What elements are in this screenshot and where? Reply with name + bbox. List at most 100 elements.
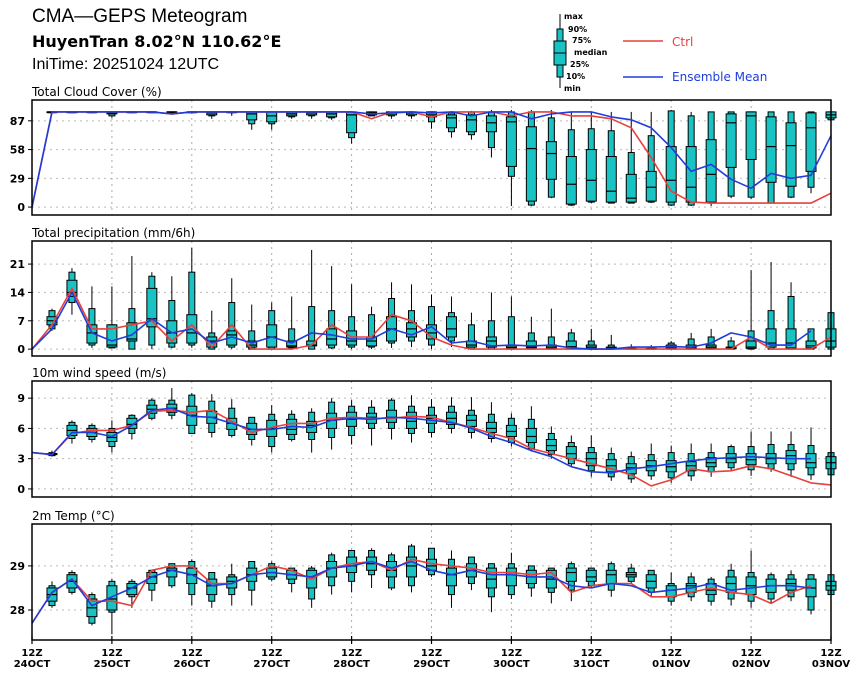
- x-tick-time: 12Z: [501, 648, 522, 659]
- box-plot: [346, 549, 358, 593]
- panel-1: Total Cloud Cover (%) 0 29 58 87: [10, 85, 837, 216]
- box-p25-p75: [485, 336, 497, 348]
- ensemble-mean-line: [31, 560, 812, 624]
- box-plot: [266, 561, 278, 582]
- x-tick-date: 31OCT: [573, 659, 610, 670]
- box-plot: [745, 270, 757, 350]
- panel-title: Total Cloud Cover (%): [31, 85, 162, 99]
- box-plot: [785, 111, 797, 199]
- y-tick-label: 29: [10, 172, 25, 185]
- box-p25-p75: [226, 576, 238, 589]
- x-tick-date: 29OCT: [413, 659, 450, 670]
- legend-mean-label: Ensemble Mean: [672, 70, 767, 84]
- box-plot: [146, 272, 158, 350]
- box-plot: [126, 255, 138, 350]
- box-plot: [246, 560, 258, 606]
- box-plot: [745, 550, 757, 608]
- box-plot: [266, 111, 278, 130]
- box-p25-p75: [525, 340, 537, 349]
- box-plot: [765, 111, 777, 204]
- box-p10-p90: [308, 306, 316, 350]
- x-tick-date: 25OCT: [94, 659, 131, 670]
- box-plot: [106, 286, 118, 349]
- box-p10-p90: [647, 135, 655, 203]
- box-plot: [565, 561, 577, 602]
- box-p25-p75: [785, 578, 797, 591]
- box-plot: [346, 111, 358, 144]
- box-plot: [406, 284, 418, 348]
- box-plot: [465, 397, 477, 439]
- x-tick-time: 12Z: [261, 648, 282, 659]
- box-plot: [306, 565, 318, 608]
- box-plot: [126, 414, 138, 440]
- box-p25-p75: [805, 453, 817, 469]
- box-plot: [565, 435, 577, 467]
- x-tick-date: 02NOV: [732, 659, 771, 670]
- panel-title: 2m Temp (°C): [32, 509, 115, 523]
- y-tick-label: 28: [10, 604, 25, 617]
- panel-title: Total precipitation (mm/6h): [31, 226, 195, 240]
- box-plot: [625, 563, 637, 584]
- x-tick-time: 12Z: [181, 648, 202, 659]
- box-p25-p75: [386, 560, 398, 578]
- x-tick-time: 12Z: [661, 648, 682, 659]
- box-p25-p75: [445, 567, 457, 587]
- legend-median: median: [574, 48, 608, 57]
- box-plot: [505, 552, 517, 599]
- box-plot: [66, 268, 78, 315]
- chart-title: CMA—GEPS Meteogram: [32, 6, 248, 27]
- box-plot: [286, 296, 298, 350]
- y-tick-label: 58: [10, 144, 25, 157]
- box-plot: [745, 111, 757, 200]
- panel-frame: [31, 380, 832, 498]
- box-p25-p75: [266, 324, 278, 348]
- box-plot: [326, 111, 338, 120]
- box-plot: [605, 561, 617, 597]
- box-plot: [106, 111, 118, 118]
- box-p25-p75: [545, 141, 557, 180]
- box-plot: [366, 548, 378, 588]
- box-p25-p75: [605, 569, 617, 585]
- box-p25-p75: [585, 569, 597, 582]
- box-p25-p75: [785, 122, 797, 187]
- y-tick-label: 7: [17, 315, 25, 328]
- box-plot: [525, 109, 537, 207]
- box-p25-p75: [186, 567, 198, 585]
- box-p25-p75: [785, 328, 797, 349]
- legend-min: min: [564, 84, 581, 93]
- box-plot: [206, 111, 218, 119]
- y-tick-label: 9: [17, 392, 25, 405]
- box-plot: [645, 569, 657, 597]
- box-p25-p75: [725, 113, 737, 168]
- station-location: HuyenTran 8.02°N 110.62°E: [32, 32, 282, 51]
- init-time: IniTime: 20251024 12UTC: [32, 56, 220, 73]
- x-tick-time: 12Z: [421, 648, 442, 659]
- box-plot: [426, 294, 437, 350]
- box-plot: [126, 579, 138, 608]
- box-p25-p75: [805, 340, 817, 349]
- box-plot: [505, 296, 517, 350]
- box-p10-p90: [507, 316, 515, 350]
- box-p25-p75: [785, 450, 797, 465]
- box-plot: [86, 592, 98, 626]
- box-p25-p75: [525, 126, 537, 202]
- box-p25-p75: [286, 340, 298, 348]
- box-plot: [605, 111, 617, 204]
- box-plot: [46, 581, 58, 608]
- box-plot: [665, 445, 677, 483]
- box-plot: [465, 556, 477, 591]
- box-plot: [805, 574, 817, 615]
- box-p25-p75: [805, 112, 817, 172]
- box-plot: [306, 111, 318, 119]
- box-p25-p75: [765, 328, 777, 348]
- x-tick-time: 12Z: [741, 648, 762, 659]
- box-plot: [545, 109, 557, 199]
- legend-max: max: [564, 12, 584, 21]
- box-plot: [585, 435, 597, 477]
- box-plot: [186, 559, 198, 606]
- ensemble-mean-line: [31, 407, 811, 474]
- box-p25-p75: [485, 421, 497, 433]
- box-plot: [625, 451, 637, 483]
- box-plot: [525, 406, 537, 452]
